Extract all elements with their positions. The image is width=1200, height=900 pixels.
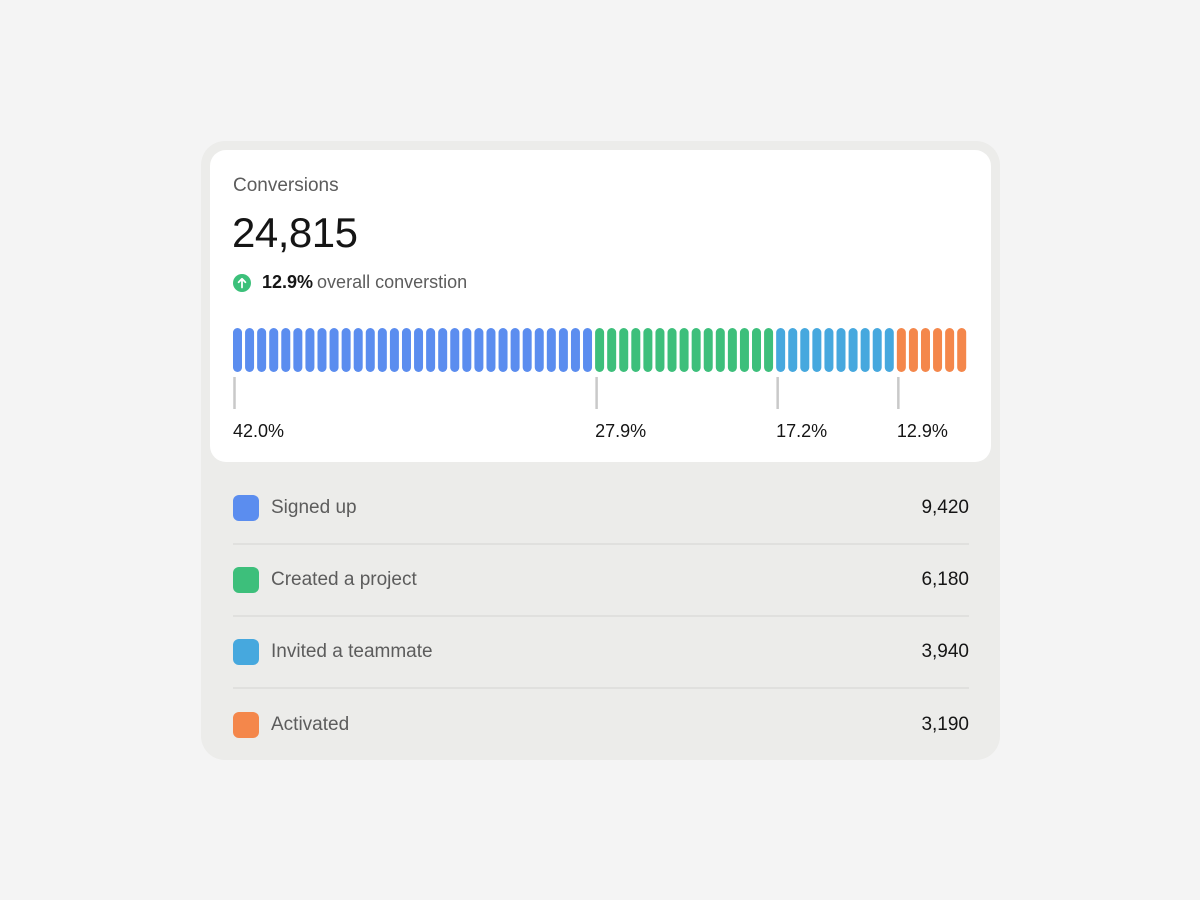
legend-label: Created a project bbox=[271, 569, 417, 590]
bar-tick-invited-a-teammate bbox=[848, 328, 858, 372]
bar-tick-signed-up bbox=[438, 328, 448, 372]
legend-value: 3,190 bbox=[921, 714, 969, 735]
bar-tick-signed-up bbox=[389, 328, 399, 372]
legend-item-activated: Activated 3,190 bbox=[233, 689, 969, 761]
bar-tick-created-a-project bbox=[643, 328, 653, 372]
legend-value: 6,180 bbox=[921, 569, 969, 590]
bar-tick-invited-a-teammate bbox=[860, 328, 870, 372]
legend-swatch bbox=[233, 712, 259, 738]
bar-tick-signed-up bbox=[570, 328, 580, 372]
legend-list: Signed up 9,420 Created a project 6,180 … bbox=[233, 473, 969, 761]
bar-tick-signed-up bbox=[329, 328, 339, 372]
legend-label: Activated bbox=[271, 714, 350, 735]
bar-tick-signed-up bbox=[293, 328, 303, 372]
bar-tick-signed-up bbox=[377, 328, 387, 372]
bar-tick-activated bbox=[896, 328, 906, 372]
bar-tick-signed-up bbox=[414, 328, 424, 372]
legend-item-created-a-project: Created a project 6,180 bbox=[233, 545, 969, 617]
summary-panel: Conversions 24,815 12.9% overall convers… bbox=[210, 150, 991, 462]
bar-tick-invited-a-teammate bbox=[788, 328, 798, 372]
bar-tick-created-a-project bbox=[752, 328, 762, 372]
bar-tick-signed-up bbox=[233, 328, 242, 372]
segment-percent-label: 17.2% bbox=[776, 421, 827, 441]
legend-value: 9,420 bbox=[921, 497, 969, 518]
legend-item-invited-a-teammate: Invited a teammate 3,940 bbox=[233, 617, 969, 689]
bar-tick-created-a-project bbox=[667, 328, 677, 372]
conversion-funnel-chart: 42.0% 27.9% 17.2% 12.9% bbox=[233, 328, 967, 441]
bar-tick-signed-up bbox=[583, 328, 593, 372]
bar-tick-signed-up bbox=[353, 328, 363, 372]
bar-tick-activated bbox=[945, 328, 955, 372]
bar-tick-signed-up bbox=[558, 328, 568, 372]
bar-tick-created-a-project bbox=[595, 328, 605, 372]
legend-swatch bbox=[233, 639, 259, 665]
segment-percent-label: 12.9% bbox=[897, 421, 948, 441]
bar-tick-signed-up bbox=[341, 328, 351, 372]
bar-tick-activated bbox=[957, 328, 967, 372]
bar-tick-signed-up bbox=[269, 328, 279, 372]
legend-swatch bbox=[233, 495, 259, 521]
bar-tick-signed-up bbox=[462, 328, 472, 372]
legend-item-signed-up: Signed up 9,420 bbox=[233, 473, 969, 545]
bar-tick-signed-up bbox=[426, 328, 436, 372]
bar-tick-signed-up bbox=[450, 328, 460, 372]
bar-tick-invited-a-teammate bbox=[776, 328, 786, 372]
bar-tick-signed-up bbox=[257, 328, 267, 372]
arrow-up-circle-icon bbox=[233, 273, 251, 292]
bar-tick-signed-up bbox=[365, 328, 375, 372]
bar-tick-signed-up bbox=[498, 328, 508, 372]
bar-tick-signed-up bbox=[281, 328, 291, 372]
bar-tick-created-a-project bbox=[727, 328, 737, 372]
bar-tick-signed-up bbox=[522, 328, 532, 372]
bar-tick-signed-up bbox=[401, 328, 411, 372]
bar-tick-invited-a-teammate bbox=[884, 328, 894, 372]
bar-tick-invited-a-teammate bbox=[872, 328, 882, 372]
rate-label: overall converstion bbox=[317, 272, 468, 292]
bar-tick-created-a-project bbox=[679, 328, 689, 372]
conversion-rate: 12.9% overall converstion bbox=[233, 272, 467, 293]
bar-tick-activated bbox=[920, 328, 930, 372]
bar-tick-signed-up bbox=[534, 328, 544, 372]
bar-tick-created-a-project bbox=[631, 328, 641, 372]
bar-tick-signed-up bbox=[474, 328, 484, 372]
bar-tick-created-a-project bbox=[703, 328, 713, 372]
bar-tick-signed-up bbox=[510, 328, 520, 372]
legend-swatch bbox=[233, 567, 259, 593]
legend-label: Invited a teammate bbox=[271, 641, 433, 662]
bar-tick-activated bbox=[933, 328, 943, 372]
bar-tick-created-a-project bbox=[691, 328, 701, 372]
bar-tick-invited-a-teammate bbox=[824, 328, 834, 372]
bar-tick-created-a-project bbox=[764, 328, 774, 372]
segment-percent-label: 42.0% bbox=[233, 421, 284, 441]
bar-tick-signed-up bbox=[546, 328, 556, 372]
card-title: Conversions bbox=[233, 175, 339, 196]
bar-tick-created-a-project bbox=[607, 328, 617, 372]
bar-tick-created-a-project bbox=[655, 328, 665, 372]
legend-value: 3,940 bbox=[921, 641, 969, 662]
total-conversions: 24,815 bbox=[232, 209, 358, 256]
bar-tick-signed-up bbox=[305, 328, 315, 372]
bar-tick-signed-up bbox=[486, 328, 496, 372]
bar-tick-signed-up bbox=[245, 328, 255, 372]
bar-tick-invited-a-teammate bbox=[836, 328, 846, 372]
bar-tick-created-a-project bbox=[715, 328, 725, 372]
bar-tick-invited-a-teammate bbox=[812, 328, 822, 372]
conversions-card: Conversions 24,815 12.9% overall convers… bbox=[201, 141, 1000, 760]
rate-value: 12.9% bbox=[262, 272, 314, 292]
bar-tick-signed-up bbox=[317, 328, 327, 372]
bar-tick-created-a-project bbox=[619, 328, 629, 372]
legend-label: Signed up bbox=[271, 497, 357, 518]
bar-tick-invited-a-teammate bbox=[800, 328, 810, 372]
bar-tick-activated bbox=[908, 328, 918, 372]
segment-percent-label: 27.9% bbox=[595, 421, 646, 441]
bar-tick-created-a-project bbox=[739, 328, 749, 372]
